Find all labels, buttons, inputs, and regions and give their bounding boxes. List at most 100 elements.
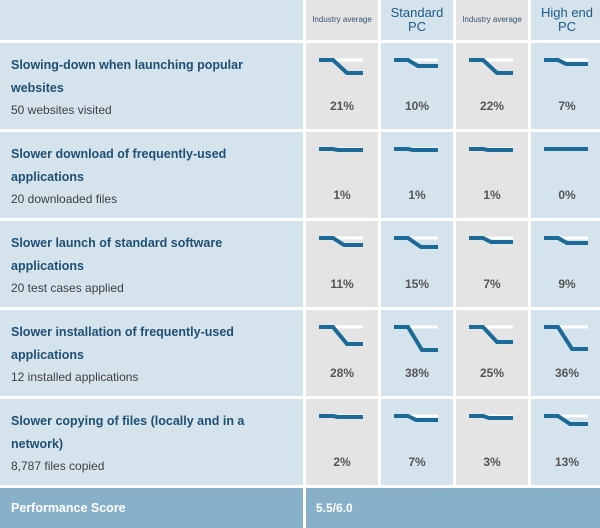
slowdown-graph-icon [469,325,513,344]
slowdown-percent: 11% [330,277,354,291]
slowdown-graph-icon [319,147,363,152]
slowdown-graph-icon [544,58,588,66]
slowdown-graph-icon [544,325,588,351]
metric-cell-industry-average-2: 7% [456,221,528,307]
metric-cell-high-end-pc: 36% [531,310,600,396]
metric-cell-industry-average-1: 28% [306,310,378,396]
slowdown-line [469,58,513,75]
slowdown-percent: 25% [479,366,505,380]
metric-cell-standard-pc: 7% [381,399,453,485]
metric-cell-industry-average-2: 3% [456,399,528,485]
row-subtitle: 12 installed applications [11,370,139,384]
metric-cell-standard-pc: 38% [381,310,453,396]
slowdown-percent: 7% [483,277,501,291]
metric-cell-industry-average-2: 22% [456,43,528,129]
slowdown-percent: 1% [333,188,351,202]
slowdown-graph-icon [394,414,438,422]
slowdown-line [469,147,513,152]
row-title: Slower copying of files (locally and in … [11,414,245,451]
slowdown-percent: 22% [479,99,505,113]
slowdown-graph-icon [469,58,513,75]
slowdown-percent: 1% [408,188,426,202]
metric-cell-high-end-pc: 9% [531,221,600,307]
slowdown-percent: 7% [558,99,576,113]
performance-score-label: Performance Score [0,488,303,528]
slowdown-percent: 9% [558,277,576,291]
slowdown-line [319,58,363,75]
metric-cell-industry-average-1: 11% [306,221,378,307]
slowdown-line [469,414,513,420]
metric-cell-standard-pc: 1% [381,132,453,218]
slowdown-graph-icon [394,325,438,352]
performance-score-value: 5.5/6.0 [306,488,600,528]
slowdown-line [544,236,588,245]
slowdown-graph-icon [319,236,363,247]
slowdown-line [544,414,588,426]
slowdown-graph-icon [544,414,588,426]
slowdown-graph-icon [469,147,513,152]
row-subtitle: 20 test cases applied [11,281,124,295]
slowdown-line [394,414,438,422]
metric-cell-industry-average-1: 1% [306,132,378,218]
metric-cell-standard-pc: 10% [381,43,453,129]
metric-cell-industry-average-2: 1% [456,132,528,218]
slowdown-percent: 38% [404,366,430,380]
slowdown-percent: 13% [554,455,580,469]
slowdown-percent: 21% [329,99,355,113]
slowdown-percent: 36% [554,366,580,380]
row-title: Slower launch of standard software appli… [11,236,223,273]
row-label: Slower installation of frequently-used a… [0,310,303,396]
row-subtitle: 8,787 files copied [11,459,105,473]
slowdown-percent: 1% [483,188,501,202]
slowdown-line [469,236,513,244]
slowdown-line [394,236,438,249]
slowdown-line [394,147,438,152]
slowdown-graph-icon [469,236,513,244]
metric-cell-standard-pc: 15% [381,221,453,307]
slowdown-graph-icon [394,236,438,249]
slowdown-line [544,58,588,66]
column-header-standard-pc: Standard PC [381,0,453,40]
row-label: Slower launch of standard software appli… [0,221,303,307]
row-label: Slowing-down when launching popular webs… [0,43,303,129]
metric-cell-high-end-pc: 0% [531,132,600,218]
row-label: Slower copying of files (locally and in … [0,399,303,485]
slowdown-graph-icon [394,58,438,68]
slowdown-percent: 2% [333,455,351,469]
slowdown-graph-icon [394,147,438,152]
metric-cell-industry-average-2: 25% [456,310,528,396]
slowdown-graph-icon [319,58,363,75]
row-title: Slower download of frequently-used appli… [11,147,227,184]
row-title: Slowing-down when launching popular webs… [11,58,243,95]
metric-cell-industry-average-1: 2% [306,399,378,485]
row-title: Slower installation of frequently-used a… [11,325,234,362]
slowdown-graph-icon [544,147,588,151]
slowdown-line [394,58,438,68]
column-header-high-end-pc: High end PC [531,0,600,40]
slowdown-line [319,325,363,346]
slowdown-line [319,147,363,152]
slowdown-percent: 15% [404,277,430,291]
slowdown-line [469,325,513,344]
slowdown-graph-icon [544,236,588,245]
metric-cell-high-end-pc: 13% [531,399,600,485]
slowdown-line [319,414,363,419]
metric-cell-high-end-pc: 7% [531,43,600,129]
row-label: Slower download of frequently-used appli… [0,132,303,218]
row-subtitle: 50 websites visited [11,103,112,117]
slowdown-graph-icon [319,414,363,419]
slowdown-line [394,325,438,352]
slowdown-percent: 0% [558,188,576,202]
slowdown-percent: 3% [483,455,501,469]
row-subtitle: 20 downloaded files [11,192,118,206]
slowdown-percent: 28% [329,366,355,380]
slowdown-percent: 7% [408,455,426,469]
slowdown-percent: 10% [404,99,430,113]
slowdown-line [544,325,588,351]
header-blank [0,0,303,40]
column-header-industry-average-2: Industry average [456,0,528,40]
slowdown-graph-icon [319,325,363,346]
metric-cell-industry-average-1: 21% [306,43,378,129]
column-header-industry-average-1: Industry average [306,0,378,40]
